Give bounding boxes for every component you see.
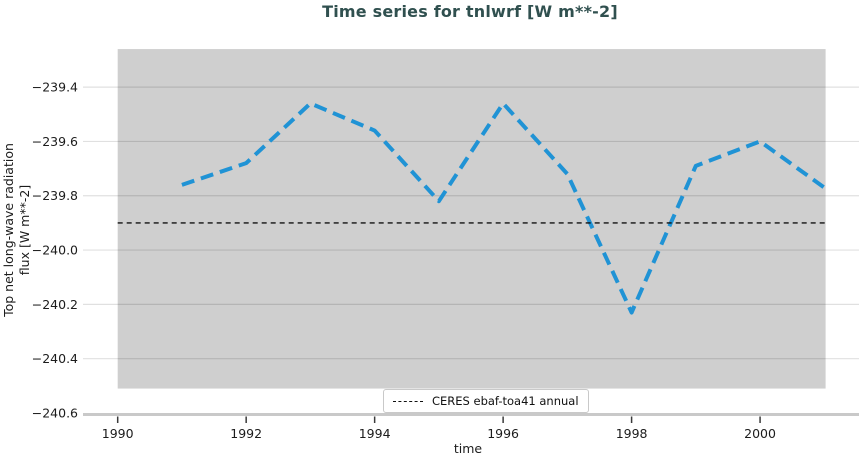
legend-label: CERES ebaf-toa41 annual bbox=[432, 394, 579, 408]
x-axis-label: time bbox=[453, 441, 483, 456]
y-tick-label: −239.8 bbox=[32, 188, 78, 203]
dashed-line-sample-icon bbox=[393, 400, 423, 402]
x-tick-label: 1996 bbox=[487, 426, 519, 441]
chart-title: Time series for tnlwrf [W m**-2] bbox=[322, 2, 618, 21]
y-tick-label: −240.6 bbox=[32, 406, 78, 421]
legend: CERES ebaf-toa41 annual bbox=[383, 389, 589, 413]
y-axis-label: Top net long-wave radiation flux [W m**-… bbox=[0, 143, 32, 317]
x-tick-label: 2000 bbox=[744, 426, 776, 441]
x-tick-label: 1994 bbox=[359, 426, 391, 441]
x-tick-label: 1992 bbox=[230, 426, 262, 441]
y-tick-label: −240.2 bbox=[32, 297, 78, 312]
data-line bbox=[181, 101, 826, 315]
y-tick-label: −240.0 bbox=[32, 243, 78, 258]
x-tick-label: 1998 bbox=[616, 426, 648, 441]
y-tick-label: −240.4 bbox=[32, 351, 78, 366]
y-tick-label: −239.6 bbox=[32, 134, 78, 149]
coverage-band bbox=[117, 49, 826, 389]
y-tick-label: −239.4 bbox=[32, 80, 78, 95]
x-tick-label: 1990 bbox=[102, 426, 134, 441]
